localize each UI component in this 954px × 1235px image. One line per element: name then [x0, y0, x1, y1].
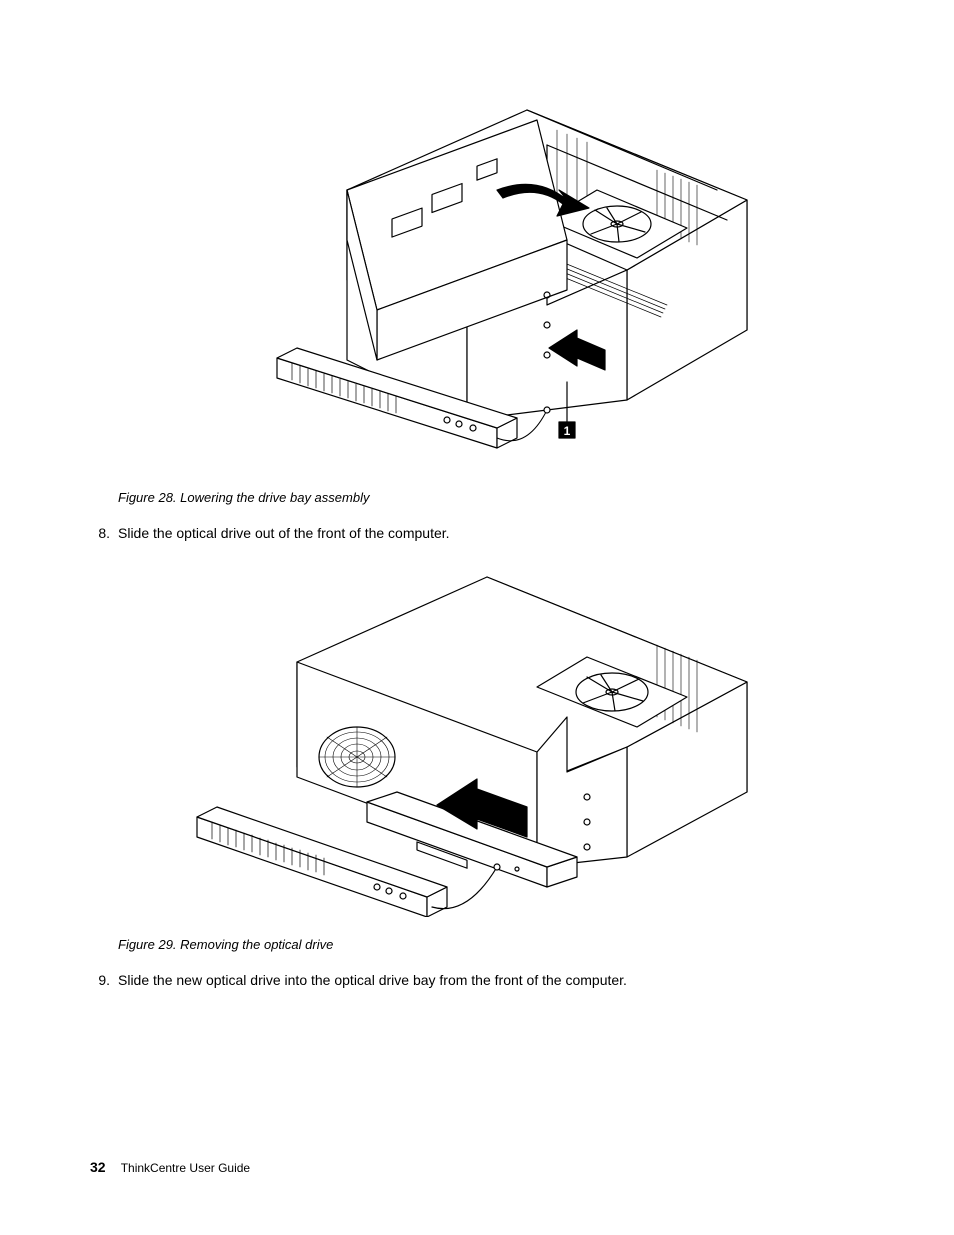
figure-28-caption: Figure 28. Lowering the drive bay assemb…: [118, 490, 864, 505]
svg-text:1: 1: [564, 424, 571, 438]
figure-28-block: 1 Figure 28. Lowering the drive bay asse…: [90, 90, 864, 505]
step-8-number: 8.: [90, 525, 118, 541]
page-number: 32: [90, 1159, 106, 1175]
step-8-text: Slide the optical drive out of the front…: [118, 525, 864, 541]
step-8: 8. Slide the optical drive out of the fr…: [90, 525, 864, 541]
figure-29-illustration: [167, 567, 787, 917]
figure-29-block: Figure 29. Removing the optical drive: [90, 567, 864, 952]
step-9-text: Slide the new optical drive into the opt…: [118, 972, 864, 988]
document-title: ThinkCentre User Guide: [121, 1161, 250, 1175]
step-9: 9. Slide the new optical drive into the …: [90, 972, 864, 988]
figure-28-illustration: 1: [197, 90, 757, 470]
step-9-number: 9.: [90, 972, 118, 988]
figure-29-caption: Figure 29. Removing the optical drive: [118, 937, 864, 952]
page: 1 Figure 28. Lowering the drive bay asse…: [0, 0, 954, 1235]
page-footer: 32 ThinkCentre User Guide: [90, 1159, 250, 1175]
